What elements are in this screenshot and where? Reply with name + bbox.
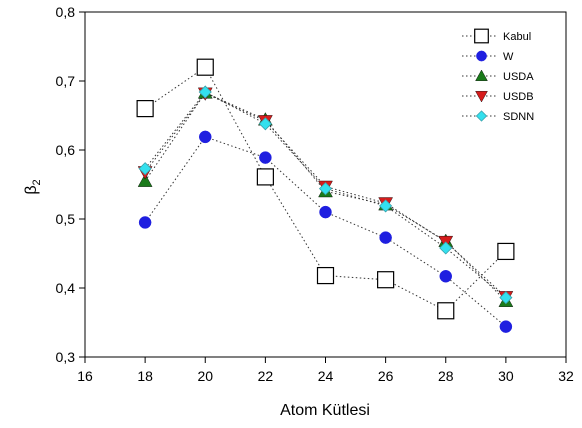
data-point-sdnn — [379, 199, 393, 213]
data-point-w — [379, 231, 392, 244]
data-point-kabul — [497, 242, 515, 261]
x-tick-label: 30 — [498, 368, 514, 384]
data-point-w — [439, 270, 452, 283]
y-tick-label: 0,3 — [56, 349, 76, 365]
x-axis-title: Atom Kütlesi — [280, 402, 370, 419]
y-tick-label: 0,7 — [56, 73, 76, 89]
data-point-sdnn — [439, 241, 453, 255]
data-point-w — [259, 151, 272, 164]
y-axis-title-main: β — [23, 185, 40, 194]
legend: Kabul W USDA USDB SDNN — [462, 28, 534, 123]
legend-label: SDNN — [503, 111, 534, 123]
y-tick-label: 0,6 — [56, 142, 76, 158]
x-tick-label: 22 — [258, 368, 274, 384]
data-point-kabul — [196, 58, 214, 76]
legend-marker-sdnn — [475, 110, 488, 122]
legend-label: W — [503, 51, 514, 63]
data-point-kabul — [377, 271, 395, 289]
x-tick-label: 32 — [558, 368, 574, 384]
legend-label: USDA — [503, 71, 534, 83]
data-point-w — [319, 205, 332, 219]
y-axis-title: β2 — [23, 179, 43, 194]
x-tick-label: 24 — [318, 368, 334, 384]
legend-marker-w — [476, 50, 487, 62]
legend-marker-kabul — [474, 28, 489, 44]
data-point-kabul — [316, 266, 335, 285]
data-point-sdnn — [258, 117, 272, 131]
x-tick-label: 18 — [137, 368, 153, 384]
x-tick-label: 28 — [438, 368, 454, 384]
data-point-w — [199, 130, 212, 144]
data-point-sdnn — [499, 291, 513, 305]
data-point-sdnn — [318, 182, 333, 196]
data-point-sdnn — [138, 162, 152, 176]
axis-ticks: 16 18 20 22 24 26 28 30 32 0,3 0,4 0,5 0,6 0,7 0,8 — [56, 4, 574, 384]
series-line-w — [144, 136, 507, 328]
data-point-usda — [137, 173, 153, 187]
y-tick-label: 0,5 — [56, 211, 76, 227]
y-axis-title-subscript: 2 — [31, 179, 43, 185]
x-tick-label: 20 — [197, 368, 213, 384]
x-tick-label: 16 — [77, 368, 93, 384]
series-markers — [136, 58, 515, 333]
data-point-kabul — [136, 99, 154, 118]
data-point-kabul — [256, 168, 274, 186]
legend-marker-usdb — [475, 91, 488, 103]
x-tick-label: 26 — [378, 368, 394, 384]
data-point-kabul — [437, 302, 455, 320]
y-tick-label: 0,4 — [56, 280, 76, 296]
data-point-w — [138, 216, 152, 229]
legend-label: USDB — [503, 91, 534, 103]
legend-marker-usda — [475, 69, 488, 81]
legend-label: Kabul — [503, 31, 531, 43]
y-tick-label: 0,8 — [56, 4, 76, 20]
data-point-sdnn — [198, 85, 212, 99]
data-point-w — [499, 320, 513, 333]
